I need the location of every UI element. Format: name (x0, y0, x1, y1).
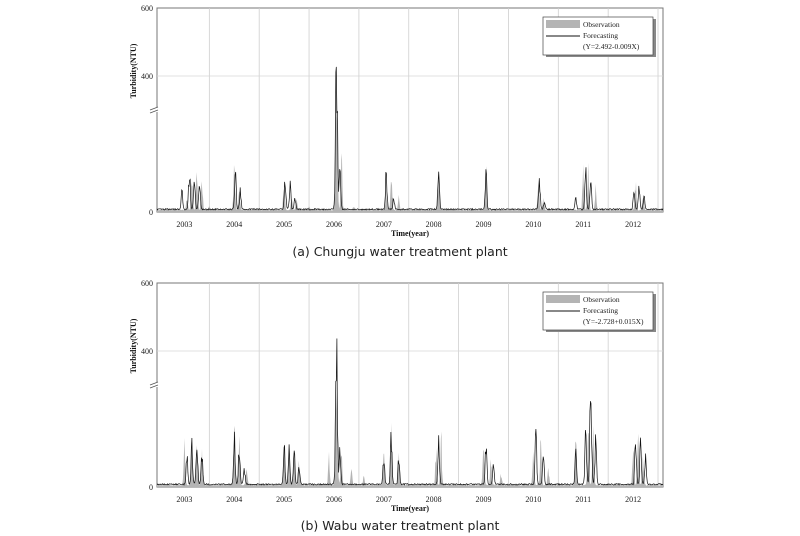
legend-label-forecasting: Forecasting (583, 306, 618, 315)
y-tick-label: 0 (149, 483, 153, 492)
x-tick-label: 2008 (426, 495, 442, 504)
x-tick-label: 2011 (575, 220, 591, 229)
axis-break-mask (149, 382, 161, 387)
series-forecasting-line (156, 66, 664, 211)
caption-chungju: (a) Chungju water treatment plant (292, 244, 508, 259)
y-axis-label: Turbidity(NTU) (129, 318, 138, 373)
x-tick-label: 2011 (575, 495, 591, 504)
x-tick-label: 2003 (176, 495, 192, 504)
x-tick-label: 2009 (476, 495, 492, 504)
legend-label-forecasting: Forecasting (583, 31, 618, 40)
x-tick-label: 2008 (426, 220, 442, 229)
series-forecasting-line (156, 338, 664, 486)
legend-swatch-observation (546, 295, 580, 303)
x-tick-label: 2006 (326, 220, 342, 229)
axis-break-mark (149, 106, 159, 111)
y-tick-label: 0 (149, 208, 153, 217)
x-tick-label: 2004 (226, 220, 242, 229)
caption-wabu: (b) Wabu water treatment plant (300, 518, 500, 533)
x-tick-label: 2009 (476, 220, 492, 229)
axis-break-mark (149, 384, 159, 389)
x-tick-label: 2010 (525, 220, 541, 229)
x-tick-label: 2012 (625, 220, 641, 229)
x-tick-label: 2007 (376, 220, 392, 229)
x-axis-label: Time(year) (391, 229, 429, 238)
x-tick-label: 2007 (376, 495, 392, 504)
x-tick-label: 2012 (625, 495, 641, 504)
x-tick-label: 2010 (525, 495, 541, 504)
x-tick-label: 2005 (276, 220, 292, 229)
x-tick-label: 2004 (226, 495, 242, 504)
legend-label-equation: (Y=-2.728+0.015X) (583, 317, 644, 326)
y-tick-label: 400 (141, 72, 153, 81)
legend-label-equation: (Y=2.492-0.009X) (583, 42, 640, 51)
axis-break-mark (149, 381, 159, 386)
axis-break-mask (149, 107, 161, 112)
x-tick-label: 2006 (326, 495, 342, 504)
chart-chungju: 0 400 600 2003 2004 2005 2006 2007 2008 2009 2010 2… (129, 4, 664, 238)
y-axis-label: Turbidity(NTU) (129, 43, 138, 98)
legend-label-observation: Observation (583, 295, 620, 304)
legend-label-observation: Observation (583, 20, 620, 29)
y-tick-label: 400 (141, 347, 153, 356)
y-tick-label: 600 (141, 279, 153, 288)
legend-swatch-observation (546, 20, 580, 28)
chart-wabu: 0 400 600 2003 2004 2005 2006 2007 2008 2009 2010 2… (129, 279, 664, 513)
axis-break-mark (149, 109, 159, 114)
x-tick-label: 2003 (176, 220, 192, 229)
x-axis-label: Time(year) (391, 504, 429, 513)
y-tick-label: 600 (141, 4, 153, 13)
x-tick-label: 2005 (276, 495, 292, 504)
